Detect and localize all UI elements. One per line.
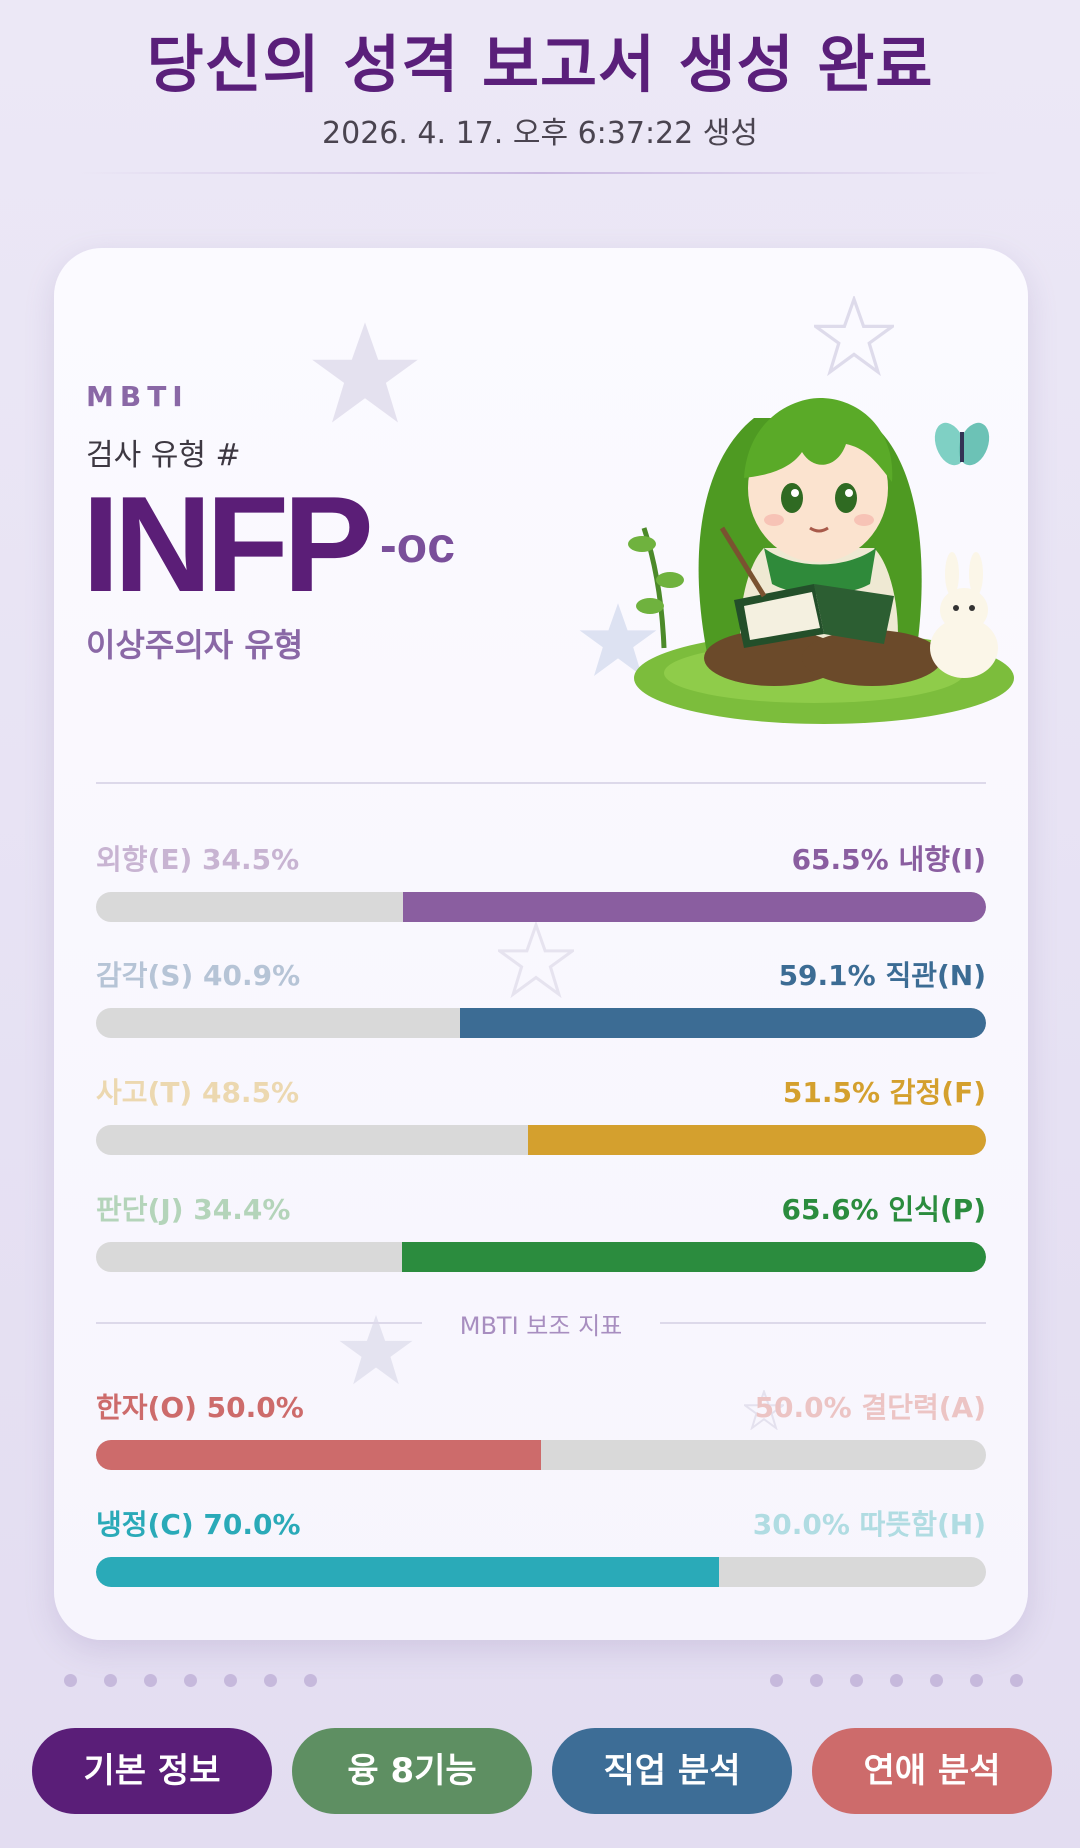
page-title: 당신의 성격 보고서 생성 완료 — [146, 28, 934, 101]
dimension-row-ei: 외향(E) 34.5% 65.5% 내향(I) — [96, 838, 986, 928]
dimension-bar-fill — [402, 1242, 986, 1272]
dimension-bar-track — [96, 1125, 986, 1155]
dimension-bar-track — [96, 892, 986, 922]
aux-section-label: MBTI 보조 지표 — [459, 1312, 623, 1340]
header-divider — [80, 172, 1000, 174]
mbti-type-suffix: -oc — [380, 517, 455, 573]
aux-bar-track — [96, 1440, 986, 1470]
generated-timestamp: 2026. 4. 17. 오후 6:37:22 생성 — [322, 116, 758, 151]
career-analysis-button[interactable]: 직업 분석 — [552, 1728, 792, 1814]
decorative-dots-left — [64, 1672, 344, 1691]
decorative-dots-right — [770, 1672, 1050, 1691]
type-label: 검사 유형 # — [86, 438, 241, 473]
aux-bar-track — [96, 1557, 986, 1587]
result-card: MBTI 검사 유형 # INFP -oc 이상주의자 유형 — [54, 248, 1028, 1640]
star-icon — [312, 322, 418, 423]
dimension-left-label: 감각(S) 40.9% — [96, 959, 301, 992]
dimension-bar-fill — [403, 892, 986, 922]
dimension-bar-track — [96, 1242, 986, 1272]
dimension-left-label: 판단(J) 34.4% — [96, 1193, 291, 1226]
dimension-right-label: 65.5% 내향(I) — [791, 843, 986, 876]
section-divider-right — [660, 1322, 986, 1324]
star-icon — [498, 922, 574, 998]
dimension-bar-fill — [460, 1008, 986, 1038]
aux-bar-fill — [96, 1557, 719, 1587]
dimension-row-tf: 사고(T) 48.5% 51.5% 감정(F) — [96, 1071, 986, 1161]
aux-row-ch: 냉정(C) 70.0% 30.0% 따뜻함(H) — [96, 1503, 986, 1593]
basic-info-button[interactable]: 기본 정보 — [32, 1728, 272, 1814]
type-description: 이상주의자 유형 — [86, 626, 304, 664]
jung-functions-button[interactable]: 융 8기능 — [292, 1728, 532, 1814]
aux-bar-fill — [96, 1440, 541, 1470]
dimension-right-label: 65.6% 인식(P) — [781, 1193, 986, 1226]
card-divider — [96, 782, 986, 784]
aux-left-label: 한자(O) 50.0% — [96, 1391, 304, 1424]
dimension-left-label: 외향(E) 34.5% — [96, 843, 300, 876]
love-analysis-button[interactable]: 연애 분석 — [812, 1728, 1052, 1814]
dimension-bar-fill — [527, 1125, 986, 1155]
dimension-bar-track — [96, 1008, 986, 1038]
aux-row-oa: 한자(O) 50.0% 50.0% 결단력(A) — [96, 1386, 986, 1476]
dimension-right-label: 51.5% 감정(F) — [782, 1076, 986, 1109]
star-icon — [339, 1315, 413, 1385]
star-icon — [744, 1390, 784, 1430]
dimension-row-jp: 판단(J) 34.4% 65.6% 인식(P) — [96, 1188, 986, 1278]
aux-right-label: 30.0% 따뜻함(H) — [752, 1508, 986, 1541]
aux-right-label: 50.0% 결단력(A) — [754, 1391, 986, 1424]
mbti-label: MBTI — [86, 380, 189, 413]
aux-left-label: 냉정(C) 70.0% — [96, 1508, 301, 1541]
dimension-row-sn: 감각(S) 40.9% 59.1% 직관(N) — [96, 954, 986, 1044]
character-illustration — [628, 398, 1014, 724]
star-icon — [579, 603, 657, 676]
dimension-left-label: 사고(T) 48.5% — [96, 1076, 300, 1109]
star-icon — [814, 296, 894, 376]
section-divider-left — [96, 1322, 422, 1324]
mbti-type-code: INFP — [82, 468, 374, 620]
dimension-right-label: 59.1% 직관(N) — [778, 959, 986, 992]
